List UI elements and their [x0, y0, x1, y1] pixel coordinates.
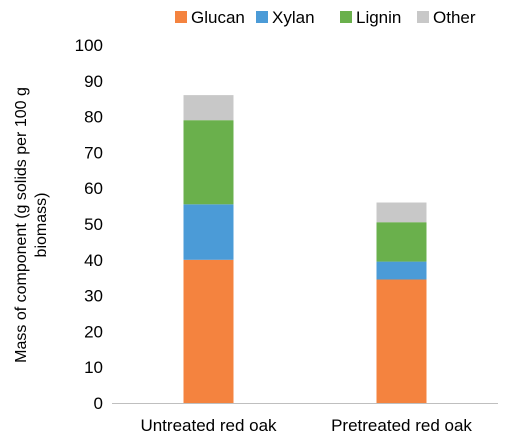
legend-swatch-xylan	[256, 11, 268, 23]
bar-segment-glucan	[376, 279, 427, 403]
bar-segment-xylan	[376, 261, 427, 280]
y-tick-label: 40	[84, 251, 103, 270]
legend-swatch-lignin	[340, 11, 352, 23]
x-axis-labels: Untreated red oak Pretreated red oak	[140, 416, 472, 435]
legend-label-glucan: Glucan	[191, 8, 245, 27]
legend: Glucan Xylan Lignin Other	[175, 8, 476, 27]
bar-segment-glucan	[183, 259, 234, 403]
y-tick-label: 0	[94, 394, 103, 413]
x-category-label: Untreated red oak	[140, 416, 277, 435]
y-tick-label: 50	[84, 215, 103, 234]
bar-segment-other	[376, 202, 427, 223]
y-tick-label: 80	[84, 108, 103, 127]
legend-swatch-glucan	[175, 11, 187, 23]
y-tick-label: 100	[75, 36, 103, 55]
legend-swatch-other	[417, 11, 429, 23]
x-category-label: Pretreated red oak	[331, 416, 472, 435]
y-tick-label: 60	[84, 179, 103, 198]
y-tick-label: 90	[84, 72, 103, 91]
bars	[183, 95, 427, 403]
bar-segment-xylan	[183, 204, 234, 260]
y-tick-label: 20	[84, 322, 103, 341]
bar-segment-other	[183, 95, 234, 121]
bar-segment-lignin	[183, 120, 234, 205]
y-axis-ticks: 0 10 20 30 40 50 60 70 80 90 100	[75, 36, 103, 413]
legend-label-lignin: Lignin	[356, 8, 401, 27]
y-axis-title-line-2: biomass)	[33, 193, 50, 258]
bar-segment-lignin	[376, 222, 427, 262]
legend-label-other: Other	[433, 8, 476, 27]
legend-label-xylan: Xylan	[272, 8, 315, 27]
y-tick-label: 70	[84, 143, 103, 162]
y-tick-label: 10	[84, 358, 103, 377]
y-axis-title-line-1: Mass of component (g solids per 100 g	[13, 87, 30, 363]
y-tick-label: 30	[84, 287, 103, 306]
y-axis-title: Mass of component (g solids per 100 g bi…	[13, 87, 50, 363]
